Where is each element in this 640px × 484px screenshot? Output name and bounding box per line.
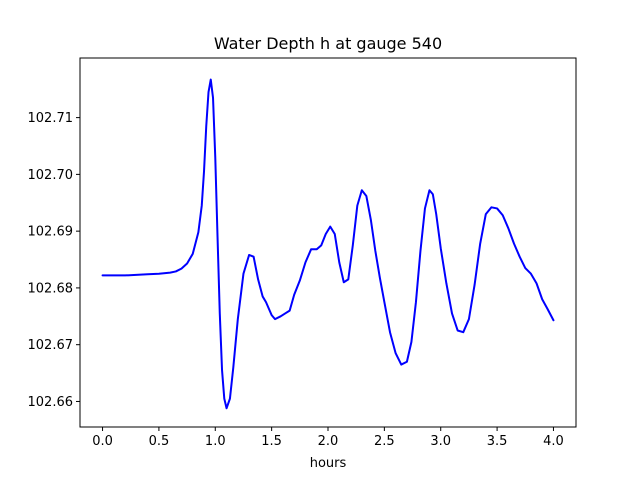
y-tick-label: 102.67	[28, 338, 74, 353]
y-tick-label: 102.71	[28, 111, 74, 126]
series-line	[101, 78, 555, 410]
y-tick-label: 102.68	[28, 281, 74, 296]
x-tick-label: 4.0	[543, 434, 564, 449]
x-axis: 0.0 0.5 1.0 1.5 2.0 2.5 3.0 3.5 4.0	[92, 427, 564, 449]
x-tick-label: 1.5	[261, 434, 282, 449]
y-axis: 102.66 102.67 102.68 102.69 102.70 102.71	[28, 111, 80, 410]
x-tick-label: 3.5	[487, 434, 508, 449]
x-tick-label: 0.0	[92, 434, 113, 449]
x-axis-label: hours	[310, 456, 347, 471]
x-tick-label: 2.5	[374, 434, 395, 449]
x-tick-label: 1.0	[205, 434, 226, 449]
x-tick-label: 2.0	[318, 434, 339, 449]
x-tick-label: 3.0	[430, 434, 451, 449]
y-tick-label: 102.70	[28, 168, 74, 183]
chart-title: Water Depth h at gauge 540	[214, 34, 442, 53]
x-tick-label: 0.5	[149, 434, 170, 449]
y-tick-label: 102.66	[28, 395, 74, 410]
y-tick-label: 102.69	[28, 225, 74, 240]
